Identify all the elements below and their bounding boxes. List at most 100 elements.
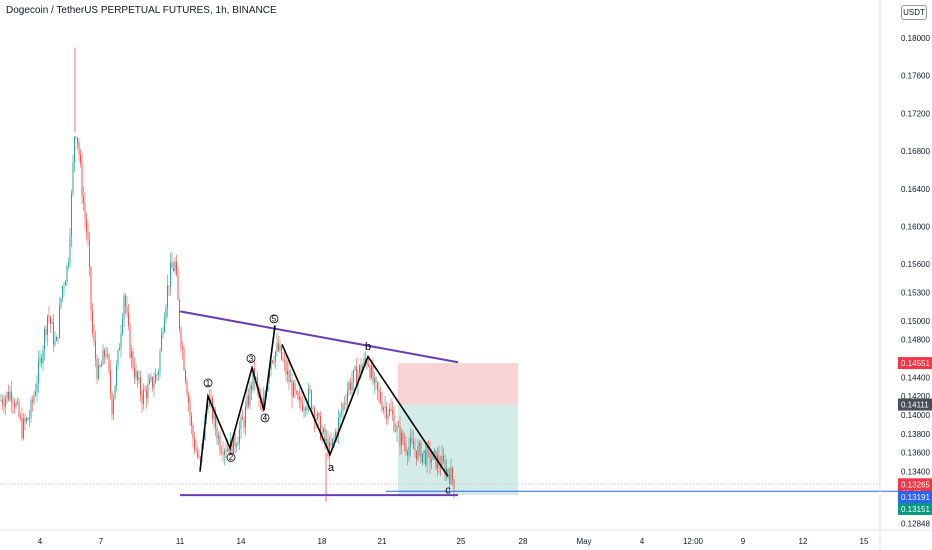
- price-tick-label: 0.15000: [901, 317, 930, 326]
- candle-body: [290, 380, 291, 383]
- candle-body: [20, 416, 21, 418]
- candle-body: [137, 371, 138, 381]
- candle-body: [75, 136, 77, 138]
- candle-body: [408, 446, 410, 456]
- candle-body: [324, 428, 326, 441]
- candle-body: [294, 382, 296, 392]
- candle-body: [144, 389, 146, 391]
- candle-body: [353, 370, 354, 382]
- upper-trendline: [179, 310, 459, 364]
- candle-body: [207, 406, 209, 410]
- candle-body: [221, 451, 222, 453]
- candle-body: [45, 329, 47, 335]
- price-tick-label: 0.17600: [901, 72, 930, 81]
- price-tick-label: 0.13400: [901, 468, 930, 477]
- candle-body: [398, 425, 399, 427]
- time-tick-label: May: [576, 537, 591, 546]
- candle-body: [315, 418, 317, 422]
- candle-body: [285, 361, 287, 375]
- candle-body: [275, 351, 276, 363]
- price-badge: [898, 357, 932, 370]
- candle-body: [441, 455, 443, 468]
- candle-body: [291, 380, 293, 398]
- candle-body: [72, 162, 74, 194]
- candle-body: [384, 406, 386, 408]
- candle-body: [11, 391, 12, 402]
- candle-body: [282, 359, 284, 361]
- candle-body: [255, 377, 257, 380]
- candle-body: [306, 406, 308, 411]
- candle-body: [21, 417, 23, 438]
- candle-body: [390, 408, 392, 411]
- candle-body: [317, 413, 318, 419]
- candle-body: [311, 390, 312, 409]
- candle-body: [98, 365, 99, 379]
- candle-body: [314, 408, 315, 422]
- candle-body: [63, 285, 65, 287]
- candle-body: [444, 461, 446, 476]
- candle-body: [242, 417, 243, 420]
- candle-body: [326, 439, 327, 441]
- time-tick-label: 4: [38, 537, 43, 546]
- wave-label-a: a: [328, 462, 335, 474]
- candle-body: [138, 377, 140, 381]
- candle-body: [425, 450, 426, 465]
- candle-body: [60, 298, 62, 307]
- candle-body: [431, 459, 432, 463]
- candle-body: [293, 382, 294, 398]
- candle-body: [318, 413, 320, 417]
- candle-body: [8, 392, 9, 400]
- candle-body: [369, 365, 371, 378]
- candle-body: [50, 316, 51, 324]
- candle-body: [360, 365, 362, 373]
- candle-body: [87, 232, 89, 240]
- candle-body: [165, 307, 167, 319]
- price-tick-label: 0.15300: [901, 288, 930, 297]
- candle-body: [263, 398, 264, 412]
- candle-body: [383, 407, 384, 411]
- candle-body: [411, 438, 413, 442]
- candle-body: [177, 274, 179, 301]
- time-tick-label: 21: [378, 537, 387, 546]
- candle-body: [308, 389, 309, 407]
- candle-body: [176, 261, 177, 275]
- candle-body: [434, 450, 435, 452]
- candle-body: [246, 395, 248, 408]
- impulse-wave: [199, 325, 276, 472]
- candle-body: [354, 367, 356, 371]
- candle-body: [179, 300, 180, 329]
- price-badge-value: 0.14551: [901, 359, 930, 368]
- price-tick-label: 0.17200: [901, 109, 930, 118]
- candle-body: [194, 438, 195, 450]
- candle-body: [402, 432, 404, 443]
- candle-body: [233, 434, 234, 458]
- candle-body: [111, 393, 113, 415]
- candle-body: [401, 432, 402, 446]
- candle-body: [81, 162, 83, 197]
- candle-body: [59, 306, 60, 338]
- candle-body: [5, 398, 6, 407]
- candle-body: [128, 312, 129, 326]
- price-tick-label: 0.14000: [901, 411, 930, 420]
- candle-body: [171, 262, 173, 269]
- candle-body: [228, 448, 230, 455]
- candle-body: [219, 435, 221, 452]
- time-tick-label: 12:00: [683, 537, 704, 546]
- candle-body: [114, 385, 116, 399]
- candle-body: [0, 400, 2, 402]
- candle-body: [356, 367, 357, 385]
- candle-body: [243, 419, 245, 428]
- candle-body: [66, 265, 68, 282]
- currency-button[interactable]: USDT: [901, 5, 927, 20]
- candle-body: [366, 361, 368, 366]
- candle-body: [174, 261, 176, 271]
- price-badge-value: 0.13265: [901, 480, 930, 489]
- candle-body: [170, 262, 171, 287]
- candle-body: [69, 236, 71, 263]
- candle-body: [141, 394, 143, 404]
- candle-body: [419, 442, 420, 446]
- candle-body: [48, 315, 50, 317]
- price-tick-label: 0.14200: [901, 392, 930, 401]
- candle-body: [279, 346, 281, 351]
